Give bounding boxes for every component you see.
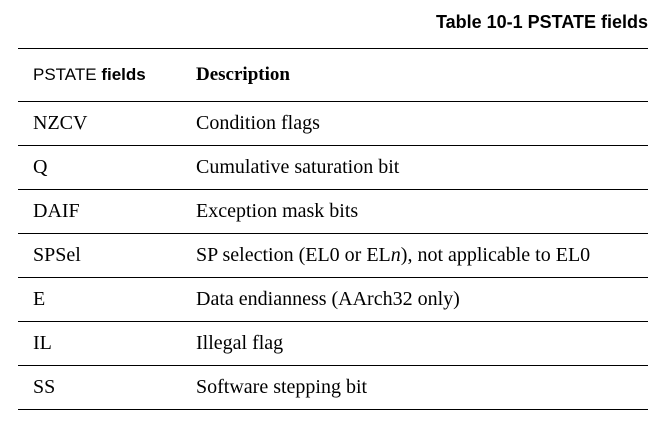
- field-description: Data endianness (AArch32 only): [196, 288, 460, 310]
- field-name: SPSel: [33, 244, 81, 266]
- field-name: DAIF: [33, 200, 80, 222]
- field-name: Q: [33, 156, 48, 178]
- table-row: SPSel SP selection (EL0 or ELn), not app…: [18, 234, 648, 278]
- field-name: SS: [33, 376, 56, 398]
- field-description: Condition flags: [196, 112, 320, 134]
- table-row: Q Cumulative saturation bit: [18, 146, 648, 190]
- table-row: DAIF Exception mask bits: [18, 190, 648, 234]
- table-row: E Data endianness (AArch32 only): [18, 278, 648, 322]
- pstate-fields-table: PSTATE fields Description NZCV Condition…: [18, 48, 648, 410]
- table-header-row: PSTATE fields Description: [18, 49, 648, 102]
- field-description: Cumulative saturation bit: [196, 156, 400, 178]
- field-name: E: [33, 288, 46, 310]
- table-row: SS Software stepping bit: [18, 366, 648, 410]
- header-fields: PSTATE fields: [18, 65, 196, 85]
- header-description: Description: [196, 64, 290, 85]
- field-name: IL: [33, 332, 52, 354]
- header-fields-prefix: PSTATE: [33, 65, 97, 84]
- table-row: NZCV Condition flags: [18, 102, 648, 146]
- table-top-rule: [18, 48, 648, 49]
- field-description: Illegal flag: [196, 332, 284, 354]
- field-description: Software stepping bit: [196, 376, 368, 398]
- field-description: Exception mask bits: [196, 200, 359, 222]
- table-row: IL Illegal flag: [18, 322, 648, 366]
- description-part: ), not applicable to EL0: [400, 244, 591, 266]
- header-fields-suffix: fields: [101, 65, 146, 84]
- table-caption: Table 10-1 PSTATE fields: [435, 12, 648, 32]
- field-description: SP selection (EL0 or ELn), not applicabl…: [196, 244, 648, 267]
- description-italic-part: n: [390, 244, 401, 266]
- field-name: NZCV: [33, 112, 88, 134]
- description-part: SP selection (EL0 or EL: [196, 244, 391, 266]
